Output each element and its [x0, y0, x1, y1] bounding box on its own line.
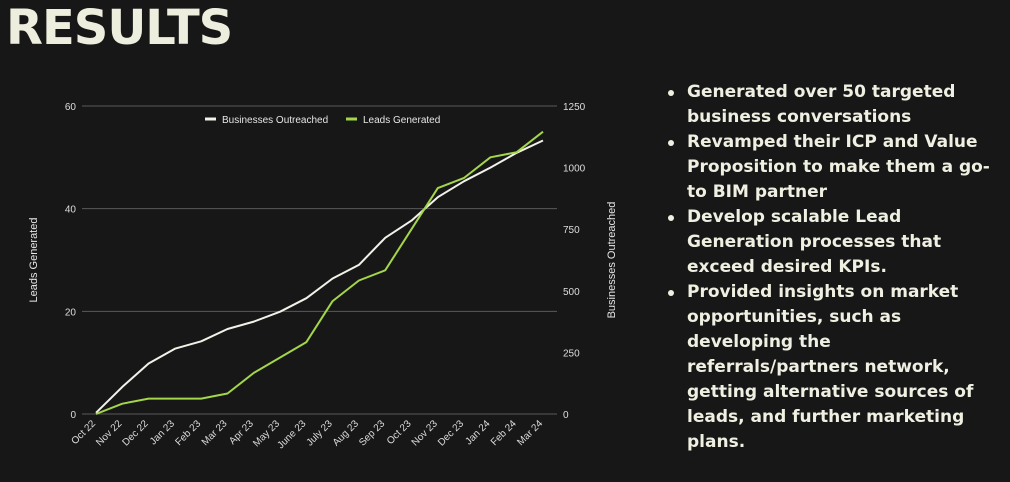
y-right-tick-label: 750	[563, 225, 580, 236]
legend-label: Leads Generated	[363, 115, 440, 126]
results-bullet-list: Generated over 50 targeted business conv…	[662, 80, 1002, 455]
y-right-tick-label: 1250	[563, 102, 586, 113]
y-left-tick-label: 0	[70, 410, 76, 421]
x-tick-label: Mar 23	[200, 418, 230, 448]
y-right-tick-label: 1000	[563, 164, 586, 175]
x-tick-label: Nov 22	[94, 418, 124, 448]
x-tick-label: Nov 23	[410, 418, 440, 448]
legend-label: Businesses Outreached	[222, 115, 328, 126]
x-tick-label: Jan 23	[148, 418, 177, 447]
y-right-tick-label: 500	[563, 287, 580, 298]
page-title: RESULTS	[6, 0, 233, 56]
x-tick-label: Mar 24	[515, 418, 545, 448]
series-line-leads-generated	[95, 130, 544, 415]
x-tick-label: Dec 22	[121, 418, 151, 448]
x-tick-label: June 23	[276, 418, 309, 451]
bullet-item: Revamped their ICP and Value Proposition…	[662, 130, 1002, 205]
y-left-tick-label: 40	[65, 205, 77, 216]
x-tick-label: Dec 23	[436, 418, 466, 448]
y-left-tick-label: 60	[65, 102, 77, 113]
bullet-item: Provided insights on market opportunitie…	[662, 280, 1002, 455]
x-tick-label: Feb 23	[173, 418, 203, 448]
y-right-tick-label: 0	[563, 410, 569, 421]
x-tick-label: Jan 24	[464, 418, 493, 447]
x-tick-label: Aug 23	[331, 418, 361, 448]
series-line-businesses-outreached	[95, 139, 544, 414]
x-tick-label: Oct 23	[385, 418, 414, 447]
bullet-item: Generated over 50 targeted business conv…	[662, 80, 1002, 130]
y-left-axis-title: Leads Generated	[28, 217, 40, 302]
y-left-tick-label: 20	[65, 307, 77, 318]
y-right-tick-label: 250	[563, 348, 580, 359]
bullet-item: Develop scalable Lead Generation process…	[662, 205, 1002, 280]
x-tick-label: Oct 22	[70, 418, 99, 447]
x-tick-label: Feb 24	[489, 418, 519, 448]
y-right-axis-title: Businesses Outreached	[606, 202, 618, 319]
x-tick-label: Sep 23	[357, 418, 387, 448]
x-tick-label: July 23	[305, 418, 335, 448]
